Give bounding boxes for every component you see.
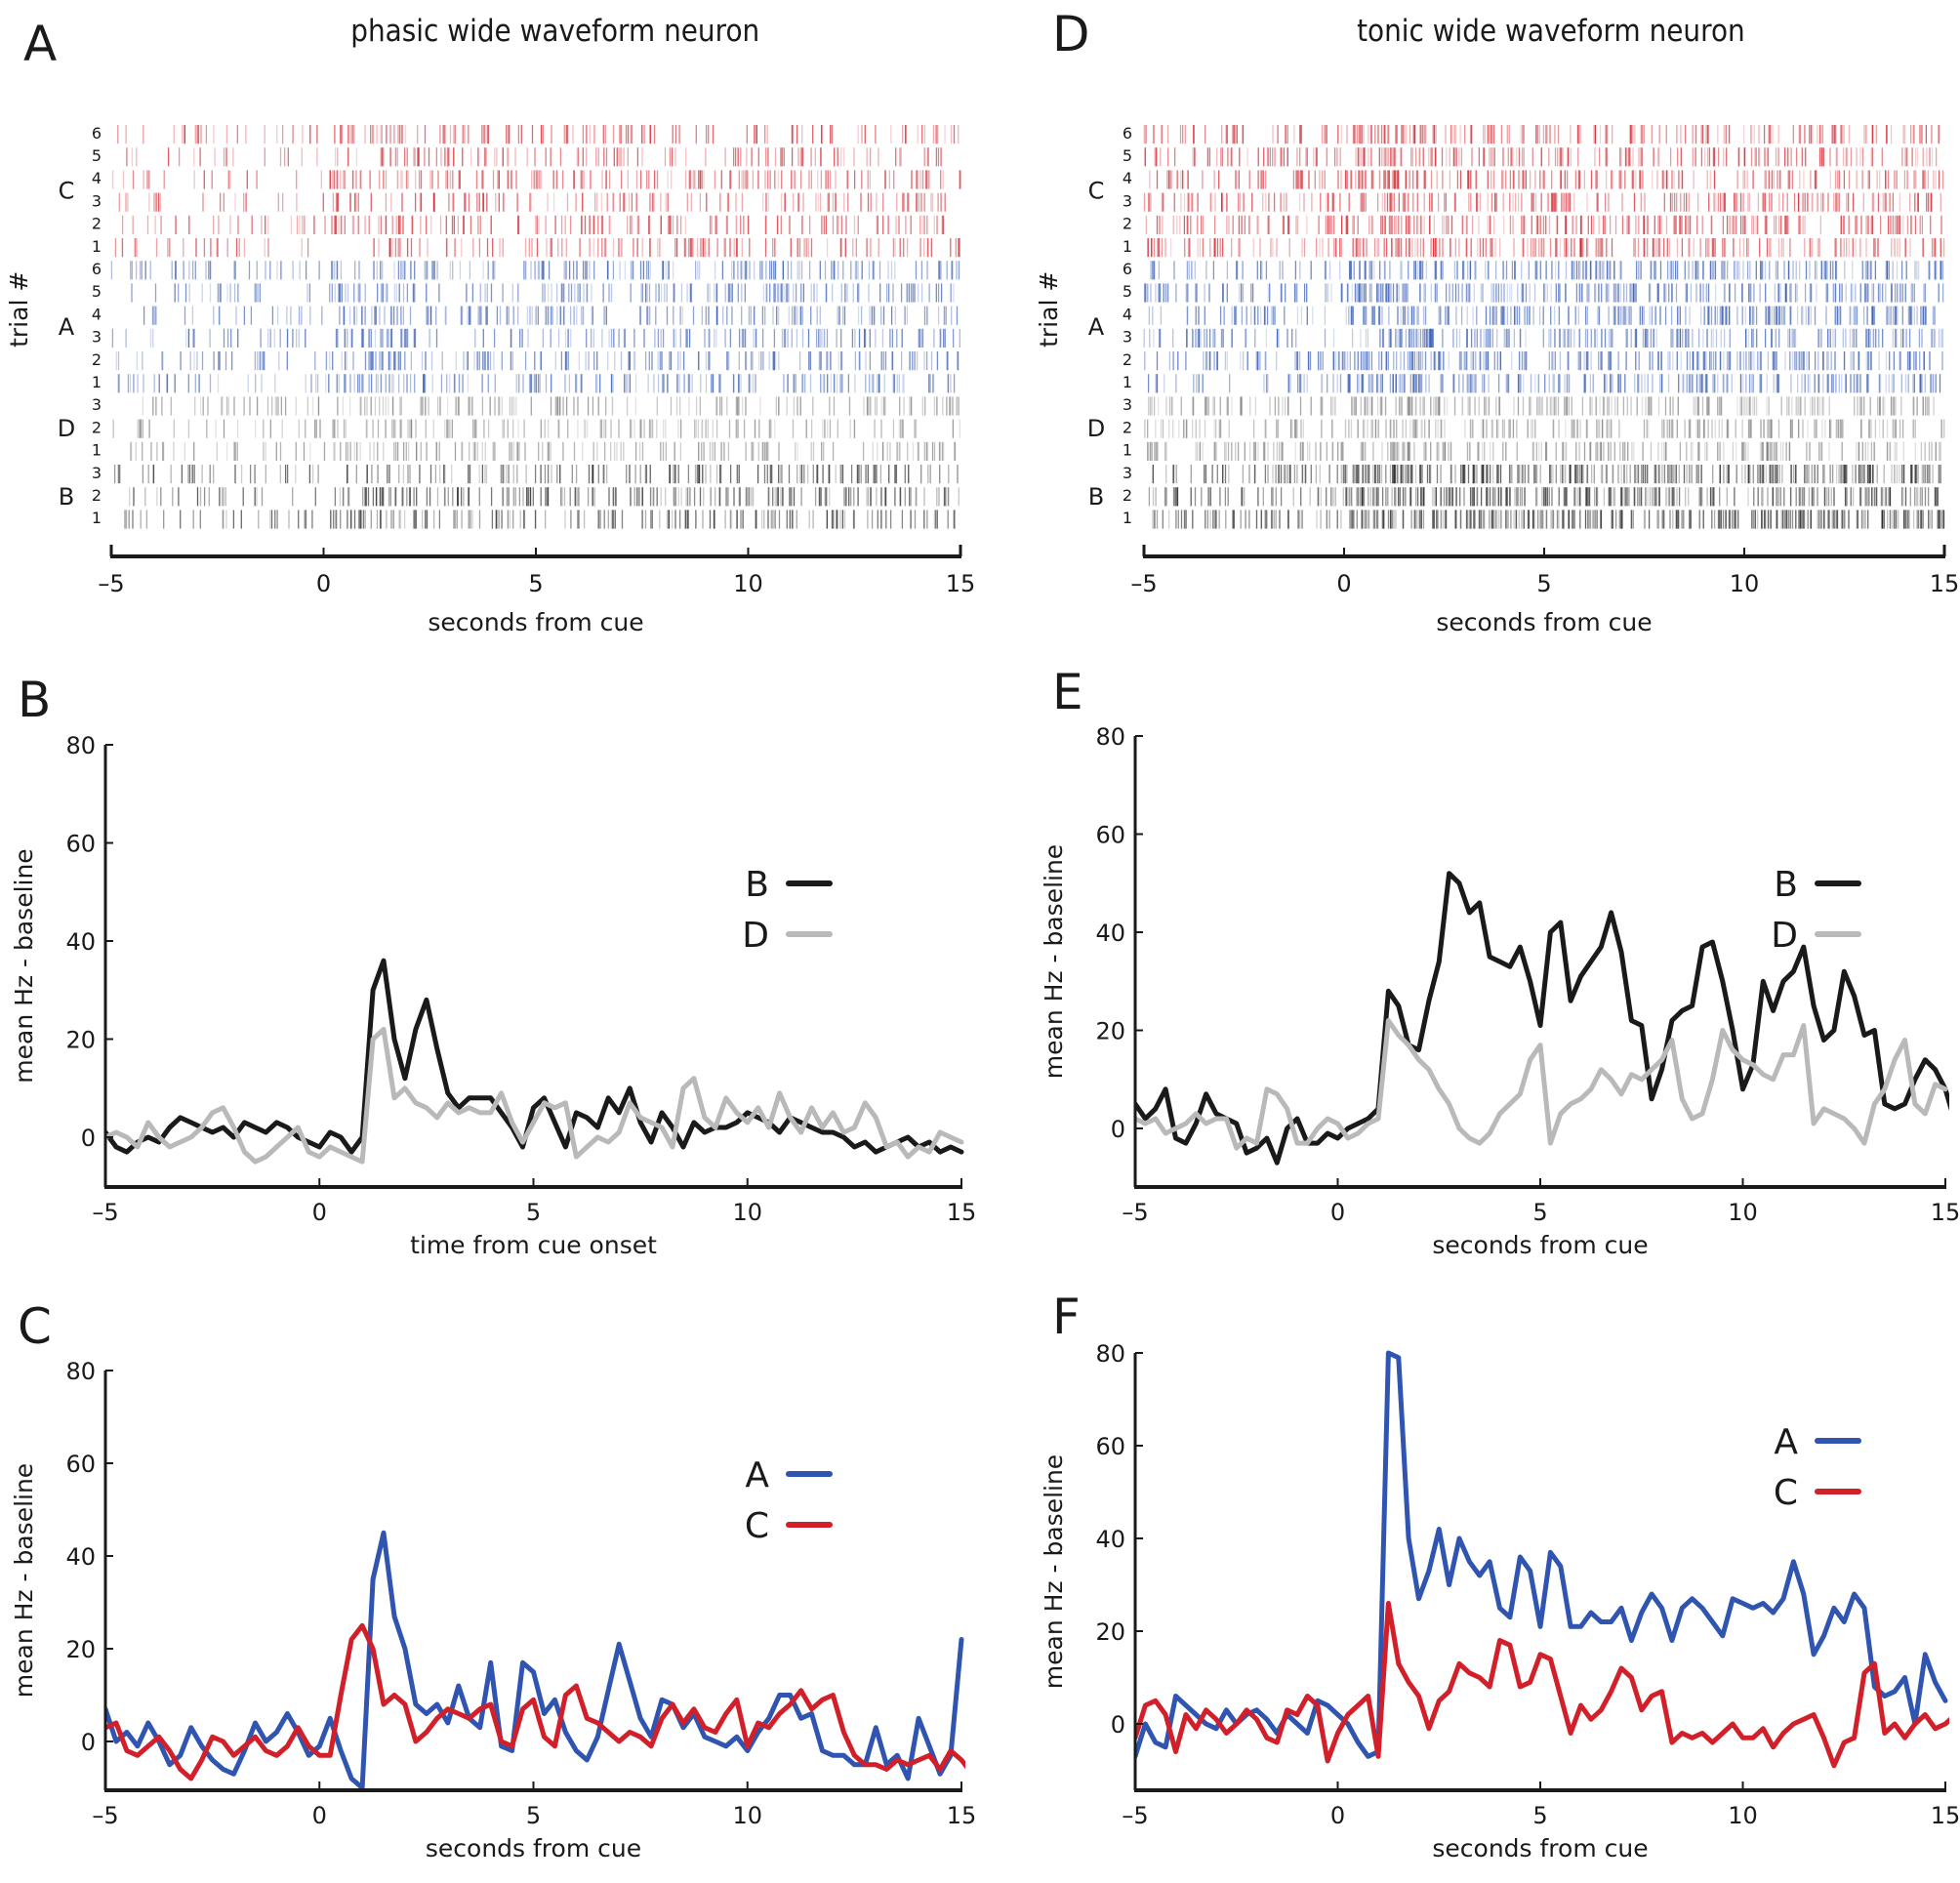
raster-row: [1143, 125, 1940, 144]
trial-number-label: 4: [92, 305, 102, 323]
raster-row: [143, 306, 959, 325]
raster-row: [1148, 306, 1936, 325]
trial-number-label: 3: [92, 191, 102, 210]
trial-number-label: 2: [92, 350, 102, 369]
x-tick-label: 0: [316, 570, 331, 597]
raster-row: [115, 351, 960, 371]
raster-row: [1149, 170, 1944, 189]
condition-group-label: D: [58, 415, 75, 442]
raster-row: [118, 192, 946, 212]
raster-row: [142, 396, 960, 416]
trial-number-label: 2: [92, 418, 102, 436]
raster-row: [1143, 283, 1944, 303]
condition-group-label: B: [59, 483, 74, 511]
raster-row: [129, 487, 960, 507]
panel-letter-c: C: [18, 1298, 52, 1355]
raster-row: [126, 147, 942, 167]
raster-row: [111, 328, 960, 348]
trial-number-label: 6: [1123, 260, 1132, 278]
condition-group-label: C: [59, 178, 75, 205]
y-axis-title: trial #: [5, 271, 33, 348]
raster-row: [117, 374, 956, 393]
panel-title-a: phasic wide waveform neuron: [350, 14, 760, 49]
x-tick-label: 10: [733, 570, 763, 597]
raster-row: [114, 238, 960, 258]
trial-number-label: 3: [92, 328, 102, 347]
trial-number-label: 3: [92, 464, 102, 482]
trial-number-label: 5: [1123, 146, 1132, 165]
x-tick-label: 5: [528, 570, 543, 597]
trial-number-label: 3: [92, 395, 102, 414]
raster-row: [110, 261, 960, 280]
trial-number-label: 2: [92, 486, 102, 505]
panel-letter-f: F: [1052, 1289, 1081, 1345]
trial-number-label: 4: [1123, 169, 1132, 187]
trial-number-label: 1: [1123, 237, 1132, 256]
trial-number-label: 4: [92, 169, 102, 187]
trial-number-label: 3: [1123, 191, 1132, 210]
raster-row: [1144, 147, 1938, 167]
raster-row: [112, 419, 961, 438]
panel-letter-d: D: [1052, 6, 1090, 62]
trial-number-label: 4: [1123, 305, 1132, 323]
trial-number-label: 5: [1123, 282, 1132, 301]
trial-number-label: 5: [92, 146, 102, 165]
raster-row: [124, 510, 956, 529]
raster-row: [1147, 238, 1945, 258]
condition-group-label: C: [1088, 178, 1105, 205]
trial-number-label: 2: [92, 215, 102, 233]
panel-letter-e: E: [1052, 664, 1083, 720]
x-tick-label: –5: [98, 570, 124, 597]
x-tick-label: 15: [946, 570, 976, 597]
raster-row: [111, 170, 961, 189]
trial-number-label: 1: [92, 237, 102, 256]
trial-number-label: 2: [1123, 215, 1132, 233]
raster-row: [1150, 261, 1944, 280]
x-axis-title: seconds from cue: [428, 608, 643, 636]
raster-row: [1145, 215, 1942, 234]
trial-number-label: 6: [1123, 124, 1132, 143]
raster-row: [130, 441, 957, 461]
trial-number-label: 5: [92, 282, 102, 301]
trial-number-label: 6: [92, 260, 102, 278]
panel-letter-a: A: [23, 16, 58, 72]
condition-group-label: A: [59, 313, 75, 341]
panel-letter-b: B: [18, 672, 52, 728]
raster-row: [121, 215, 945, 234]
trial-number-label: 1: [92, 509, 102, 527]
panel-title-d: tonic wide waveform neuron: [1357, 14, 1745, 49]
raster-row: [117, 125, 960, 144]
raster-row: [1143, 192, 1941, 212]
raster-row: [113, 465, 959, 484]
raster-row: [131, 283, 955, 303]
trial-number-label: 1: [92, 373, 102, 391]
trial-number-label: 1: [92, 441, 102, 460]
trial-number-label: 6: [92, 124, 102, 143]
